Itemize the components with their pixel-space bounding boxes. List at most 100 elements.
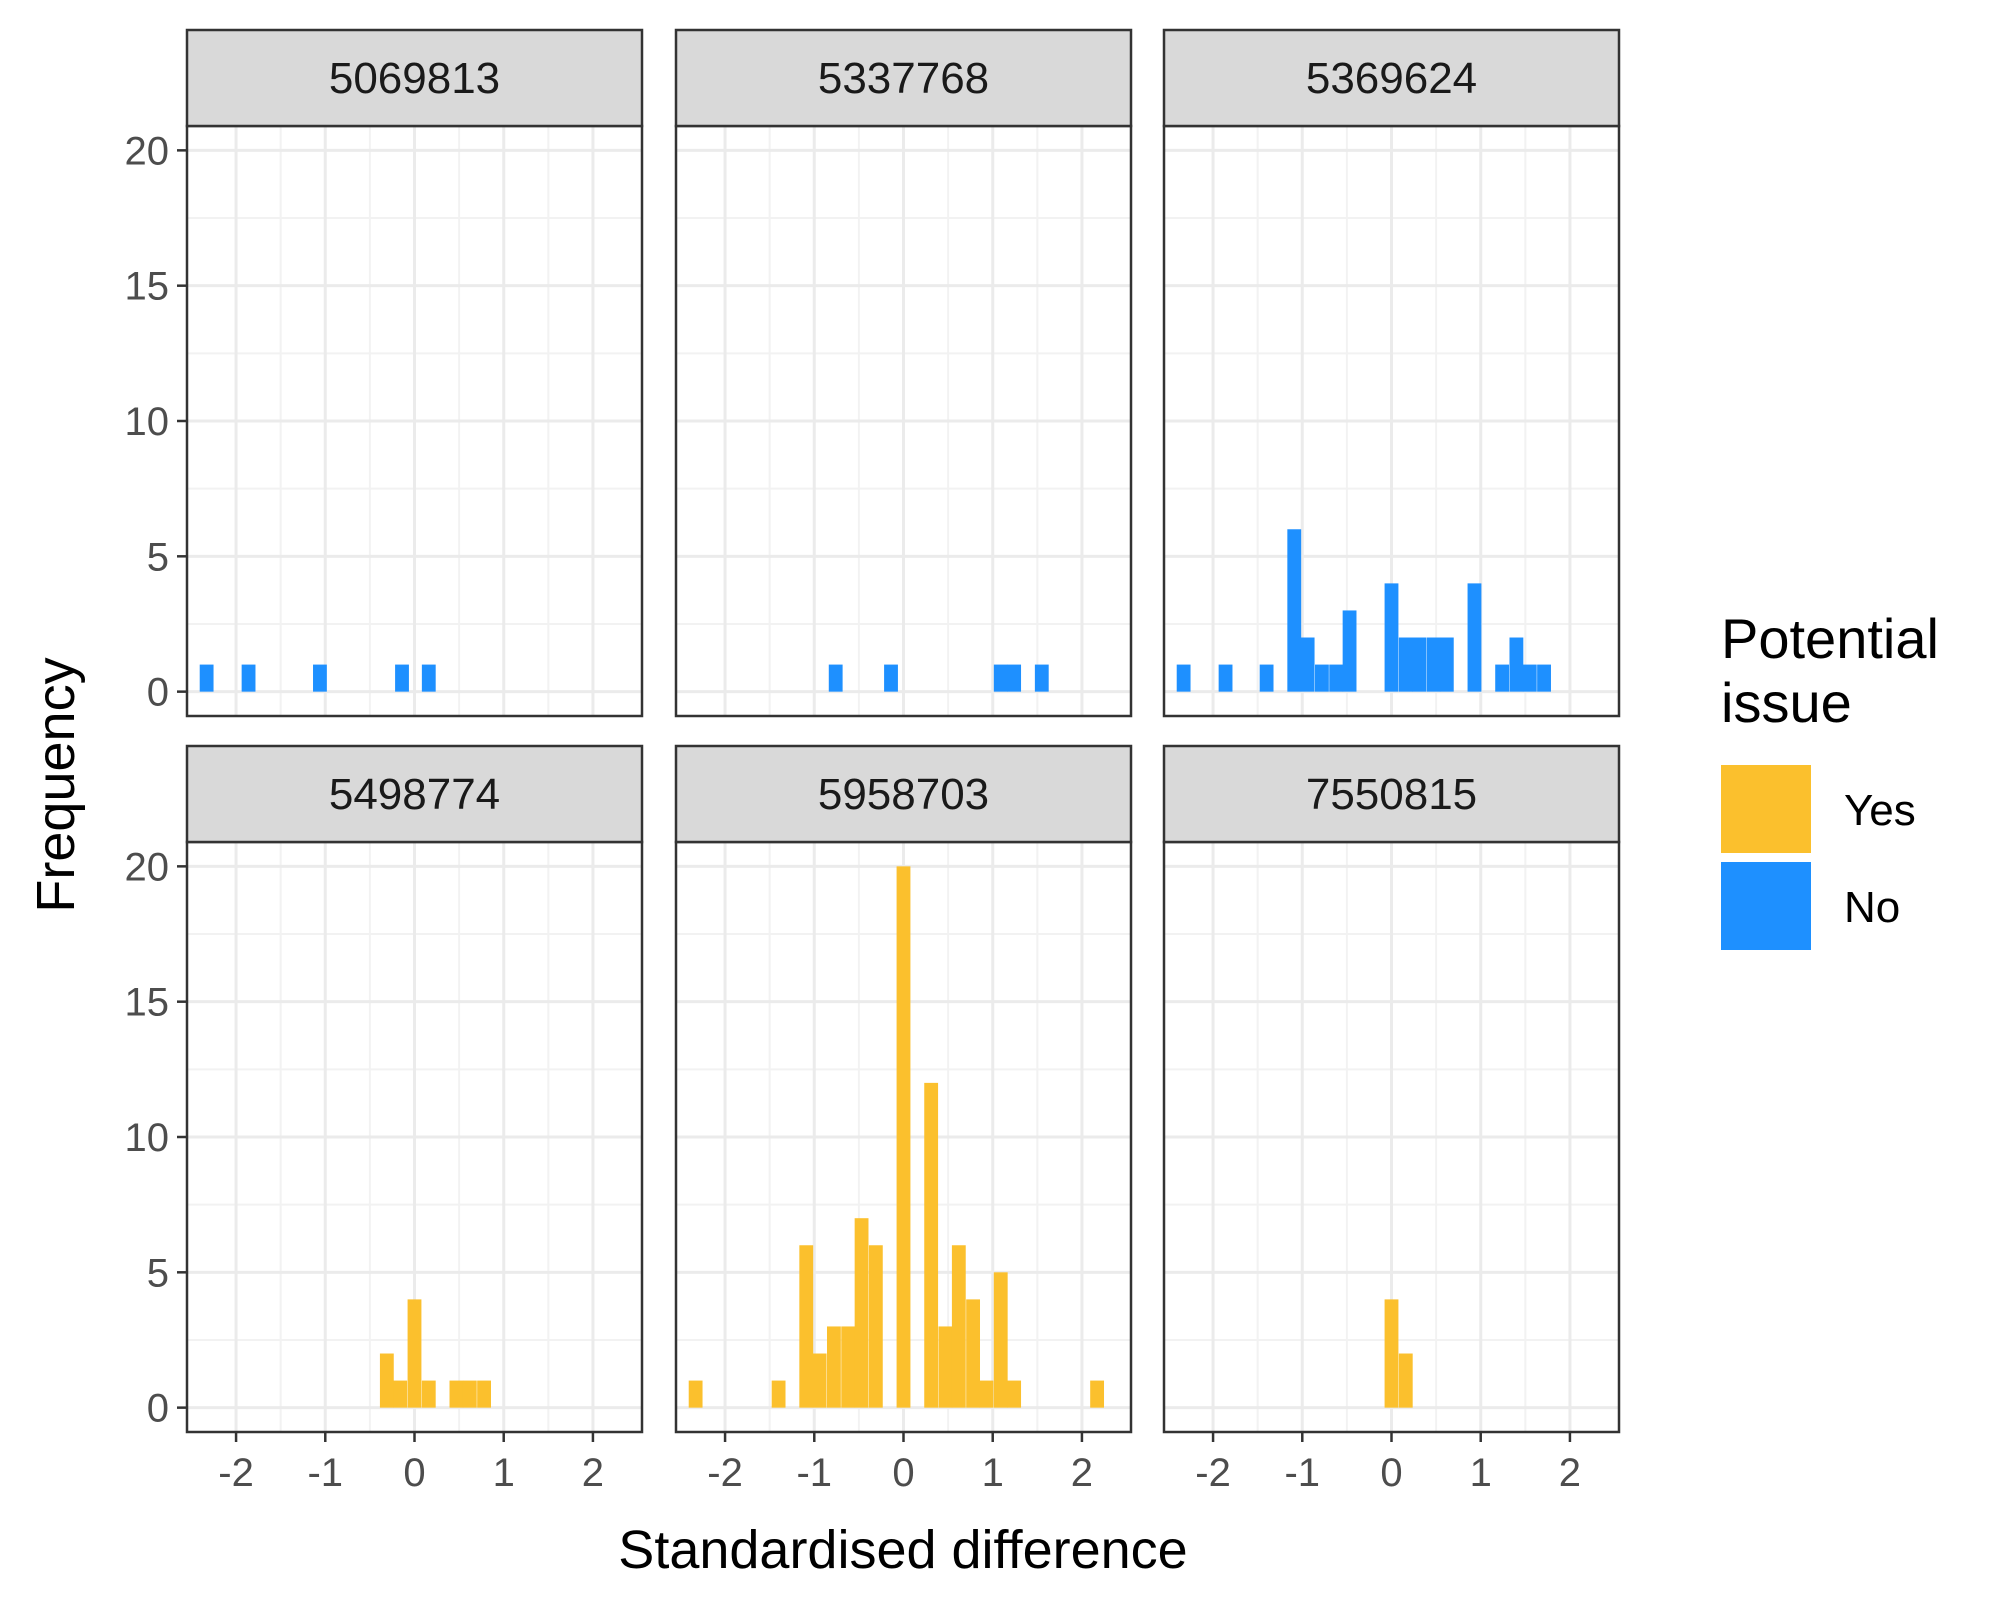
histogram-bar <box>812 1353 827 1408</box>
x-tick-label: 1 <box>1470 1451 1492 1495</box>
histogram-bar <box>379 1353 394 1408</box>
facet-strip <box>185 744 644 844</box>
y-tick-label: 5 <box>147 535 169 579</box>
histogram-bar <box>1007 664 1022 692</box>
y-tick-label: 0 <box>147 1387 169 1431</box>
x-axis-title: Standardised difference <box>618 1520 1187 1580</box>
histogram-bar <box>1007 1380 1022 1408</box>
histogram-bar <box>896 866 911 1408</box>
x-tick-label: -2 <box>218 1451 254 1495</box>
x-tick-label: 0 <box>403 1451 425 1495</box>
y-tick-label: 10 <box>125 1116 170 1160</box>
histogram-bar <box>1439 637 1454 692</box>
facet-strip-label: 5369624 <box>1306 54 1477 103</box>
histogram-bar <box>979 1380 994 1408</box>
histogram-bar <box>1259 664 1274 692</box>
histogram-bar <box>884 664 898 692</box>
histogram-bar <box>966 1299 981 1408</box>
histogram-bar <box>1314 664 1329 692</box>
histogram-bar <box>1342 610 1357 692</box>
legend-title: Potential <box>1721 607 1939 670</box>
x-tick-label: 1 <box>982 1451 1004 1495</box>
histogram-bar <box>1537 664 1551 692</box>
legend-label: Yes <box>1844 786 1916 835</box>
x-tick-label: 1 <box>493 1451 515 1495</box>
x-tick-label: -2 <box>707 1451 743 1495</box>
x-tick-label: -1 <box>1284 1451 1320 1495</box>
y-tick-label: 20 <box>125 129 170 173</box>
histogram-bar <box>828 664 843 692</box>
y-tick-label: 10 <box>125 400 170 444</box>
histogram-bar <box>1412 637 1427 692</box>
histogram-bar <box>854 1218 869 1408</box>
histogram-bar <box>1522 664 1537 692</box>
histogram-bar <box>1090 1380 1105 1408</box>
histogram-bar <box>826 1326 841 1408</box>
x-tick-label: 0 <box>892 1451 914 1495</box>
histogram-bar <box>924 1082 939 1408</box>
histogram-bar <box>1300 637 1315 692</box>
x-tick-label: -1 <box>796 1451 832 1495</box>
facet-strip-label: 5498774 <box>329 770 500 819</box>
histogram-bar <box>1509 637 1524 692</box>
legend-title: issue <box>1721 671 1852 734</box>
y-tick-label: 15 <box>125 265 170 309</box>
histogram-bar <box>799 1245 814 1408</box>
histogram-bar <box>688 1380 703 1408</box>
histogram-bar <box>1034 664 1049 692</box>
histogram-bar <box>199 664 214 692</box>
histogram-bar <box>951 1245 966 1408</box>
facet-strip <box>674 744 1133 844</box>
facet-strip <box>1162 28 1621 128</box>
histogram-bar <box>771 1380 786 1408</box>
histogram-bar <box>1398 1353 1413 1408</box>
legend-key <box>1721 862 1811 950</box>
histogram-bar <box>313 664 327 692</box>
histogram-bar <box>421 664 436 692</box>
histogram-bar <box>1287 529 1302 692</box>
facet-strip-label: 7550815 <box>1306 770 1477 819</box>
histogram-bar <box>393 1380 408 1408</box>
legend-key <box>1721 765 1811 853</box>
histogram-bar <box>1384 583 1399 692</box>
facet-strip <box>674 28 1133 128</box>
histogram-bar <box>477 1380 492 1408</box>
histogram-bar <box>1329 664 1344 692</box>
facet-strip-label: 5069813 <box>329 54 500 103</box>
histogram-bar <box>462 1380 477 1408</box>
histogram-bar <box>241 664 256 692</box>
histogram-bar <box>407 1299 422 1408</box>
histogram-bar <box>1384 1299 1399 1408</box>
facet-strip <box>185 28 644 128</box>
facet-strip <box>1162 744 1621 844</box>
histogram-bar <box>993 1272 1008 1408</box>
x-tick-label: -1 <box>307 1451 343 1495</box>
histogram-bar <box>1467 583 1482 692</box>
y-tick-label: 20 <box>125 845 170 889</box>
histogram-bar <box>1176 664 1191 692</box>
y-axis-title: Frequency <box>26 657 86 912</box>
histogram-bar <box>421 1380 436 1408</box>
histogram-bar <box>868 1245 883 1408</box>
facet-strip-label: 5958703 <box>818 770 989 819</box>
histogram-bar <box>1218 664 1233 692</box>
x-tick-label: 2 <box>1071 1451 1093 1495</box>
histogram-bar <box>1426 637 1441 692</box>
y-tick-label: 5 <box>147 1251 169 1295</box>
histogram-bar <box>395 664 409 692</box>
x-tick-label: 2 <box>1559 1451 1581 1495</box>
histogram-bar <box>938 1326 953 1408</box>
y-tick-label: 0 <box>147 671 169 715</box>
histogram-bar <box>841 1326 856 1408</box>
histogram-bar <box>1398 637 1413 692</box>
histogram-bar <box>993 664 1008 692</box>
legend-label: No <box>1844 883 1900 932</box>
y-tick-label: 15 <box>125 981 170 1025</box>
x-tick-label: 0 <box>1380 1451 1402 1495</box>
x-tick-label: -2 <box>1195 1451 1231 1495</box>
histogram-bar <box>1495 664 1510 692</box>
histogram-bar <box>449 1380 464 1408</box>
facet-strip-label: 5337768 <box>818 54 989 103</box>
x-tick-label: 2 <box>582 1451 604 1495</box>
